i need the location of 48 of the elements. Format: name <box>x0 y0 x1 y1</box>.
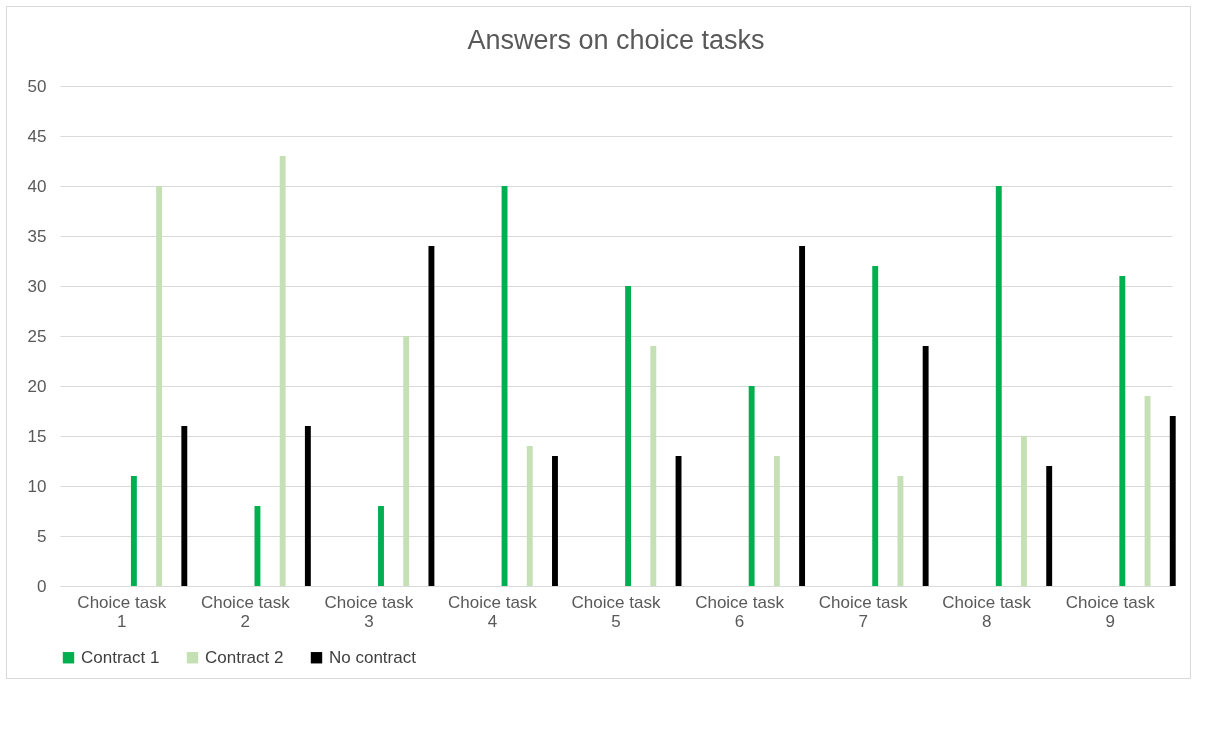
y-tick-label: 50 <box>27 76 47 96</box>
y-tick-label: 35 <box>27 226 47 246</box>
bar <box>872 266 879 586</box>
x-tick-label: Choice task 7 <box>818 592 909 631</box>
bar <box>304 426 311 586</box>
bar <box>897 476 904 586</box>
bar <box>526 446 533 586</box>
bar <box>552 456 558 586</box>
bar <box>995 186 1002 586</box>
x-tick-label: Choice task 8 <box>942 592 1032 631</box>
chart-title: Answers on choice tasks <box>467 25 765 55</box>
x-tick-label: Choice task 2 <box>200 592 291 631</box>
bar <box>428 246 435 586</box>
bar <box>1119 276 1126 586</box>
bar <box>130 476 137 586</box>
x-tick-label: Choice task 4 <box>448 592 538 631</box>
legend-label: Contract 1 <box>81 647 160 667</box>
y-tick-label: 5 <box>37 526 47 546</box>
bar <box>1046 466 1053 586</box>
bar <box>773 456 780 586</box>
x-tick-label: Choice task 9 <box>1065 592 1156 631</box>
y-tick-label: 25 <box>27 326 47 346</box>
y-tick-label: 30 <box>27 276 47 296</box>
bar <box>748 386 755 586</box>
bar <box>378 506 384 586</box>
x-tick-label: Choice task 1 <box>77 592 167 631</box>
y-tick-label: 45 <box>27 126 47 146</box>
bar <box>1169 416 1176 586</box>
x-tick-label: Choice task 6 <box>695 592 785 631</box>
y-tick-label: 15 <box>27 426 47 446</box>
x-tick-label: Choice task 5 <box>571 592 661 631</box>
bar <box>625 286 632 586</box>
x-tick-label: Choice task 3 <box>324 592 414 631</box>
bar <box>1021 436 1027 586</box>
bar <box>922 346 929 586</box>
bar <box>279 156 286 586</box>
y-tick-label: 10 <box>27 476 47 496</box>
bar <box>650 346 657 586</box>
bar <box>403 336 410 586</box>
y-tick-label: 0 <box>37 576 47 596</box>
legend-label: No contract <box>329 647 417 667</box>
bar <box>156 186 163 586</box>
bar <box>799 246 806 586</box>
legend-label: Contract 2 <box>205 647 284 667</box>
bar <box>254 506 261 586</box>
y-tick-label: 20 <box>27 376 47 396</box>
y-tick-label: 40 <box>27 176 47 196</box>
bar <box>181 426 188 586</box>
